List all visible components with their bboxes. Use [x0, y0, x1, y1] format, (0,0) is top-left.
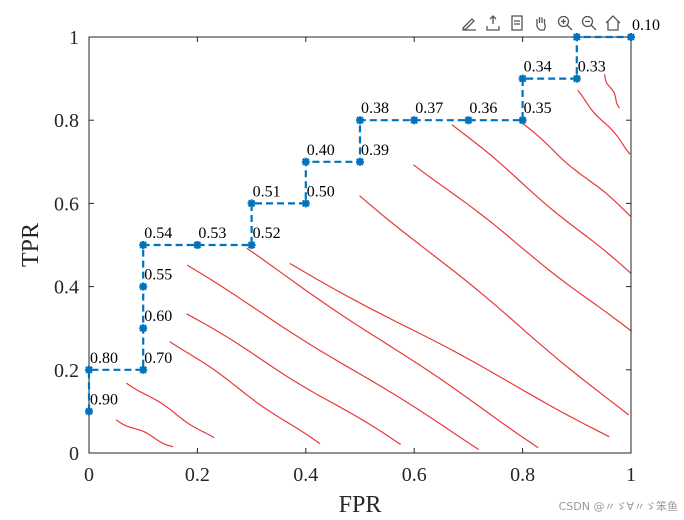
- contour-line: [522, 123, 632, 217]
- export-icon[interactable]: [482, 12, 504, 34]
- y-tick-label: 0.2: [54, 360, 79, 382]
- y-tick-label: 0.4: [54, 277, 79, 299]
- roc-point-marker: [139, 282, 148, 291]
- contour-line: [186, 313, 402, 445]
- roc-point-marker: [518, 74, 527, 83]
- roc-point-marker: [356, 116, 364, 125]
- contour-line: [169, 341, 321, 445]
- home-icon[interactable]: [602, 12, 624, 34]
- contour-line: [413, 164, 633, 332]
- point-labels: 0.90 0.80 0.70 0.60 0.55 0.54 0.53 0.52 0.51 0.50…: [90, 17, 660, 408]
- x-tick-label: 0.6: [402, 464, 427, 486]
- y-tick-label: 1: [69, 27, 79, 49]
- roc-point-marker: [85, 407, 93, 416]
- datatip-icon[interactable]: [506, 12, 528, 34]
- roc-point-marker: [464, 116, 473, 125]
- figure-toolbar: [458, 12, 624, 34]
- point-label: 0.10: [632, 17, 660, 34]
- brush-icon[interactable]: [458, 12, 480, 34]
- x-tick-label: 0.4: [293, 464, 318, 486]
- pan-icon[interactable]: [530, 12, 552, 34]
- y-tick-label: 0.8: [54, 110, 79, 132]
- roc-point-marker: [356, 157, 364, 166]
- point-label: 0.55: [144, 267, 172, 284]
- contour-line: [186, 264, 480, 451]
- roc-point-marker: [139, 365, 148, 374]
- roc-point-marker: [139, 241, 148, 249]
- y-tick-label: 0.6: [54, 193, 79, 215]
- point-label: 0.33: [578, 59, 606, 76]
- roc-point-marker: [139, 324, 148, 333]
- contour-line: [246, 247, 539, 449]
- zoom-out-icon[interactable]: [578, 12, 600, 34]
- point-label: 0.50: [307, 183, 335, 200]
- x-axis-label: FPR: [339, 492, 382, 518]
- roc-point-marker: [301, 199, 310, 208]
- point-label: 0.51: [253, 183, 281, 200]
- y-axis-label: TPR: [18, 223, 44, 267]
- roc-point-marker: [410, 116, 419, 125]
- roc-step-line: [87, 35, 631, 412]
- point-label: 0.52: [253, 225, 281, 242]
- contour-lines: [115, 74, 633, 451]
- point-label: 0.80: [90, 350, 118, 367]
- contour-line: [603, 74, 621, 109]
- contour-line: [289, 262, 610, 438]
- point-label: 0.39: [361, 142, 389, 159]
- roc-point-marker: [572, 74, 581, 83]
- x-tick-label: 0.2: [185, 464, 210, 486]
- y-tick-label: 0: [69, 443, 79, 465]
- point-label: 0.36: [469, 100, 497, 117]
- point-label: 0.34: [524, 59, 552, 76]
- point-label: 0.70: [144, 350, 172, 367]
- roc-point-marker: [301, 157, 310, 166]
- watermark: CSDN @〃ゞ∀〃ゞ笨鱼: [558, 500, 678, 513]
- x-tick-label: 0: [84, 464, 94, 486]
- roc-point-marker: [627, 33, 635, 41]
- point-label: 0.60: [144, 308, 172, 325]
- plot-box: [88, 36, 632, 454]
- contour-line: [577, 89, 631, 155]
- roc-point-marker: [247, 241, 256, 249]
- point-label: 0.37: [415, 100, 443, 117]
- point-label: 0.35: [524, 100, 552, 117]
- roc-point-marker: [518, 116, 527, 125]
- x-tick-label: 0.8: [510, 464, 535, 486]
- roc-point-marker: [572, 33, 581, 41]
- point-label: 0.90: [90, 391, 118, 408]
- point-label: 0.40: [307, 142, 335, 159]
- contour-line: [126, 382, 215, 439]
- roc-series: [85, 33, 635, 416]
- chart-axes: 0 0.2 0.4 0.6 0.8 1 0 0.2 0.4 0.6 0.8 1: [54, 27, 636, 486]
- contour-line: [451, 124, 632, 275]
- point-label: 0.53: [198, 225, 226, 242]
- point-label: 0.54: [144, 225, 172, 242]
- roc-point-marker: [193, 241, 202, 249]
- roc-point-marker: [85, 365, 93, 374]
- point-label: 0.38: [361, 100, 389, 117]
- zoom-in-icon[interactable]: [554, 12, 576, 34]
- roc-point-marker: [247, 199, 256, 208]
- x-tick-label: 1: [626, 464, 636, 486]
- contour-line: [359, 195, 630, 416]
- contour-line: [115, 419, 174, 448]
